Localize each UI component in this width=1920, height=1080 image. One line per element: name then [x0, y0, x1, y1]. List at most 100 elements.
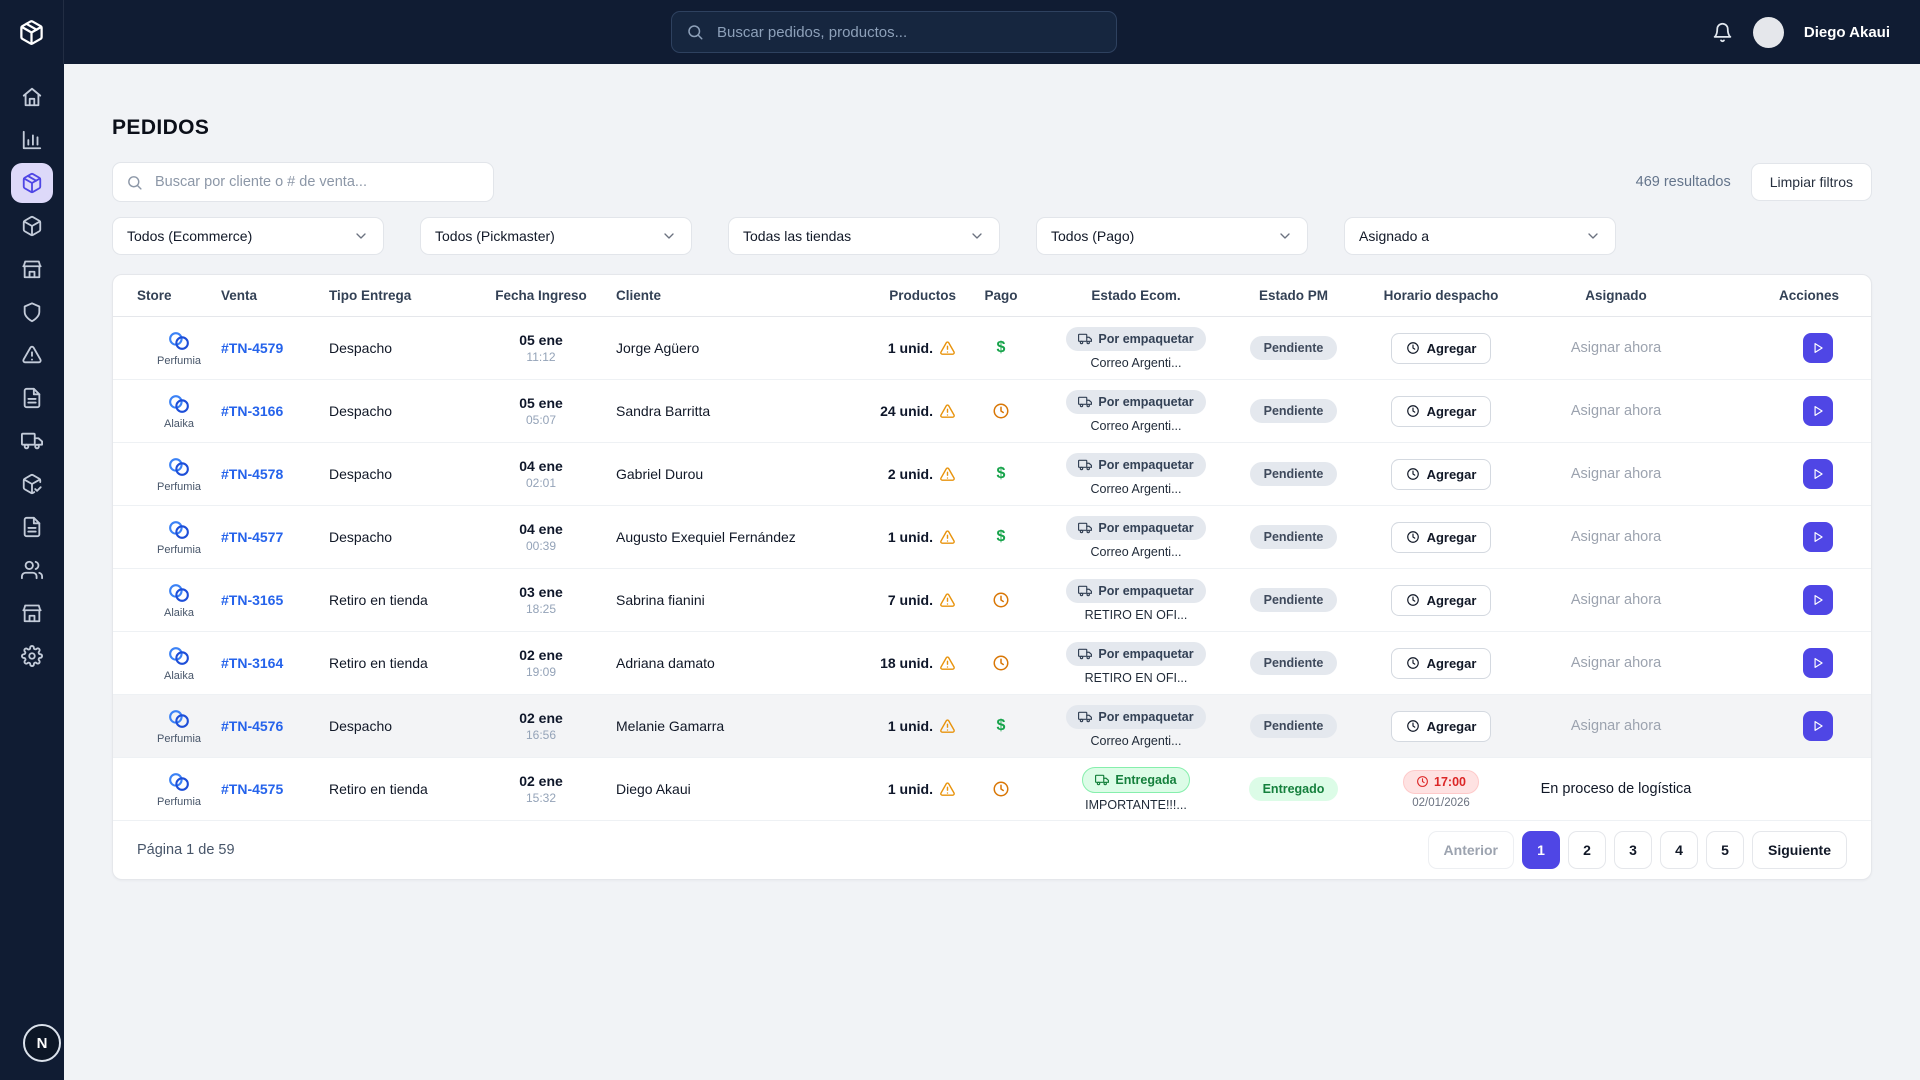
order-link[interactable]: #TN-4577: [221, 529, 284, 545]
filter-pago[interactable]: Todos (Pago): [1036, 217, 1308, 255]
agregar-label: Agregar: [1426, 529, 1477, 545]
global-search[interactable]: [671, 11, 1117, 53]
agregar-label: Agregar: [1426, 718, 1477, 734]
order-link[interactable]: #TN-4575: [221, 781, 284, 797]
productos-cell: 1 unid.: [846, 529, 956, 546]
order-link[interactable]: #TN-3164: [221, 655, 284, 671]
acciones-cell: [1711, 585, 1847, 615]
sidebar-item-store[interactable]: [11, 249, 53, 289]
store-logo-icon: [167, 329, 192, 354]
filter-tienda[interactable]: Todas las tiendas: [728, 217, 1000, 255]
store-cell: Alaika: [137, 644, 221, 682]
help-widget[interactable]: N: [23, 1024, 61, 1062]
agregar-horario-button[interactable]: Agregar: [1390, 395, 1492, 427]
sidebar-item-stores[interactable]: [11, 593, 53, 633]
global-search-input[interactable]: [715, 22, 1102, 42]
sidebar-item-orders[interactable]: [11, 163, 53, 203]
horario-cell: Agregar: [1361, 521, 1521, 553]
order-link[interactable]: #TN-4579: [221, 340, 284, 356]
filter-pickmaster[interactable]: Todos (Pickmaster): [420, 217, 692, 255]
bell-icon[interactable]: [1712, 22, 1733, 43]
process-order-button[interactable]: [1803, 711, 1833, 741]
agregar-horario-button[interactable]: Agregar: [1390, 332, 1492, 364]
orders-search[interactable]: [112, 162, 494, 202]
orders-table-card: Store Venta Tipo Entrega Fecha Ingreso Clien…: [112, 274, 1872, 880]
estado-ecom-label: Por empaquetar: [1098, 646, 1194, 661]
sidebar-item-alerts[interactable]: [11, 335, 53, 375]
pagination-page-3[interactable]: 3: [1613, 831, 1652, 869]
pagination-page-5[interactable]: 5: [1705, 831, 1744, 869]
shield-icon: [21, 301, 43, 323]
process-order-button[interactable]: [1803, 585, 1833, 615]
agregar-horario-button[interactable]: Agregar: [1390, 647, 1492, 679]
horario-cell: Agregar: [1361, 332, 1521, 364]
sidebar-item-analytics[interactable]: [11, 120, 53, 160]
process-order-button[interactable]: [1803, 522, 1833, 552]
sidebar-item-security[interactable]: [11, 292, 53, 332]
pagination-page-1[interactable]: 1: [1521, 831, 1560, 869]
asignado-cell[interactable]: Asignar ahora: [1570, 529, 1662, 545]
estado-ecom-badge: Por empaquetar: [1066, 641, 1206, 666]
pago-cell: $: [956, 717, 1046, 735]
column-header: Venta: [221, 288, 258, 303]
process-order-button[interactable]: [1803, 648, 1833, 678]
sidebar-item-home[interactable]: [11, 77, 53, 117]
asignado-cell[interactable]: Asignar ahora: [1570, 592, 1662, 608]
app-logo: [0, 0, 64, 64]
pagination-page-2[interactable]: 2: [1567, 831, 1606, 869]
alert-triangle-icon: [939, 340, 956, 357]
asignado-cell[interactable]: Asignar ahora: [1570, 655, 1662, 671]
pagination-page-4[interactable]: 4: [1659, 831, 1698, 869]
agregar-label: Agregar: [1426, 340, 1477, 356]
productos-cell: 7 unid.: [846, 592, 956, 609]
clock-icon: [1406, 404, 1420, 418]
sidebar-item-shipping[interactable]: [11, 421, 53, 461]
avatar[interactable]: [1752, 16, 1784, 48]
table-row: Perfumia #TN-4579 Despacho 05 ene 11:12 Jorge…: [113, 317, 1871, 380]
sidebar-item-users[interactable]: [11, 550, 53, 590]
agregar-horario-button[interactable]: Agregar: [1390, 521, 1492, 553]
sidebar-item-reports[interactable]: [11, 507, 53, 547]
filter-label: Todos (Pago): [1051, 228, 1135, 244]
fecha-cell: 04 ene 00:39: [466, 521, 616, 553]
process-order-button[interactable]: [1803, 396, 1833, 426]
tipo-entrega-cell: Retiro en tienda: [329, 781, 428, 797]
asignado-cell[interactable]: Asignar ahora: [1570, 340, 1662, 356]
table-body: Perfumia #TN-4579 Despacho 05 ene 11:12 Jorge…: [113, 317, 1871, 821]
tipo-entrega-cell: Despacho: [329, 718, 393, 734]
agregar-horario-button[interactable]: Agregar: [1390, 584, 1492, 616]
sidebar-item-documents[interactable]: [11, 378, 53, 418]
estado-ecom-sub: RETIRO EN OFI...: [1084, 670, 1188, 685]
order-link[interactable]: #TN-4576: [221, 718, 284, 734]
pagination-prev-button[interactable]: Anterior: [1427, 831, 1514, 869]
pagination-next-button[interactable]: Siguiente: [1751, 831, 1847, 869]
sidebar-item-picking[interactable]: [11, 464, 53, 504]
process-order-button[interactable]: [1803, 333, 1833, 363]
venta-cell: #TN-3165: [221, 592, 329, 608]
agregar-horario-button[interactable]: Agregar: [1390, 458, 1492, 490]
orders-search-input[interactable]: [153, 173, 480, 191]
agregar-label: Agregar: [1426, 655, 1477, 671]
estado-pm-badge: Entregado: [1248, 777, 1339, 801]
clear-filters-button[interactable]: Limpiar filtros: [1750, 163, 1872, 201]
sidebar-item-products[interactable]: [11, 206, 53, 246]
asignado-cell[interactable]: Asignar ahora: [1570, 718, 1662, 734]
fecha-cell: 03 ene 18:25: [466, 584, 616, 616]
clock-icon: [992, 654, 1010, 672]
asignado-cell[interactable]: Asignar ahora: [1570, 466, 1662, 482]
order-link[interactable]: #TN-3165: [221, 592, 284, 608]
asignado-cell[interactable]: Asignar ahora: [1570, 403, 1662, 419]
order-link[interactable]: #TN-4578: [221, 466, 284, 482]
filter-label: Todas las tiendas: [743, 228, 852, 244]
estado-ecom-cell: Por empaquetar Correo Argenti...: [1046, 452, 1226, 496]
sidebar-item-settings[interactable]: [11, 636, 53, 676]
tipo-entrega-cell: Despacho: [329, 403, 393, 419]
cliente-cell: Diego Akaui: [616, 781, 691, 797]
truck-sm-icon: [1095, 773, 1110, 787]
process-order-button[interactable]: [1803, 459, 1833, 489]
productos-count: 24 unid.: [880, 403, 933, 419]
filter-ecommerce[interactable]: Todos (Ecommerce): [112, 217, 384, 255]
agregar-horario-button[interactable]: Agregar: [1390, 710, 1492, 742]
filter-asignado[interactable]: Asignado a: [1344, 217, 1616, 255]
order-link[interactable]: #TN-3166: [221, 403, 284, 419]
